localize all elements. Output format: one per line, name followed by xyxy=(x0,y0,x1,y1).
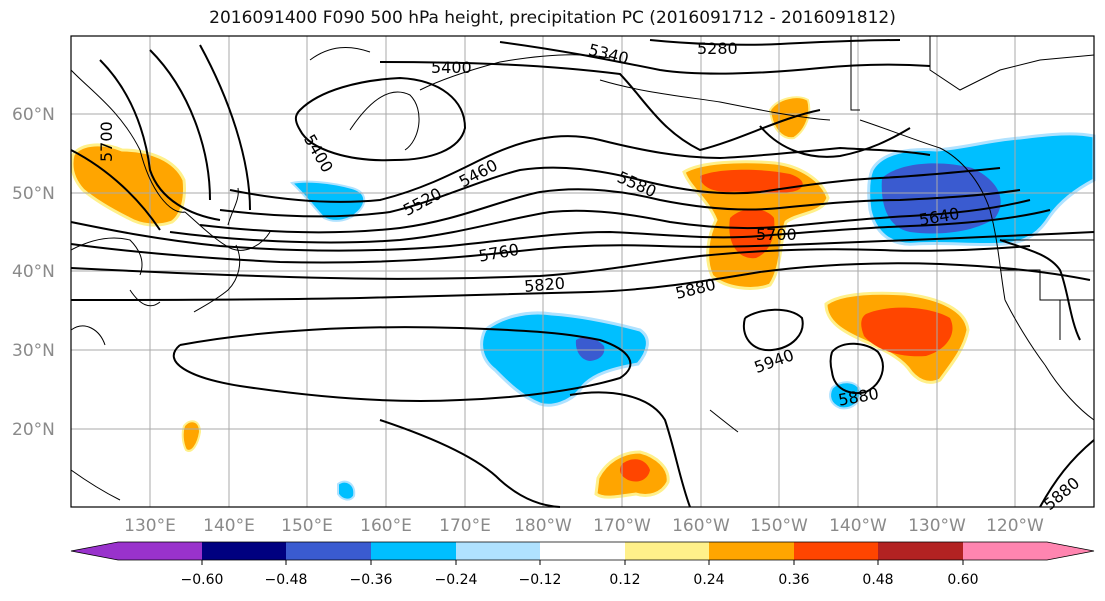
lon-label: 130°W xyxy=(908,516,966,536)
colorbar-segment xyxy=(625,542,709,560)
colorbar-segment xyxy=(286,542,371,560)
lat-label: 50°N xyxy=(12,184,55,204)
lon-label: 170°W xyxy=(593,516,651,536)
contour-5880-east xyxy=(569,391,691,508)
contour-west-trough-2 xyxy=(99,59,221,221)
contour-5520 xyxy=(219,166,1001,218)
colorbar-tick-label: −0.36 xyxy=(350,572,393,588)
colorbar-segment xyxy=(709,542,794,560)
contour-5400-north xyxy=(379,61,821,152)
lat-label: 60°N xyxy=(12,105,55,125)
contour-label: 5700 xyxy=(756,225,797,244)
precip-core-subtropical xyxy=(620,459,650,482)
lon-label: 150°W xyxy=(750,516,808,536)
colorbar-segment xyxy=(794,542,878,560)
latitude-labels: 60°N 50°N 40°N 30°N 20°N xyxy=(12,105,55,440)
contour-5340 xyxy=(499,41,931,75)
colorbar-tick-label: 0.48 xyxy=(862,572,893,588)
contour-5940-ring xyxy=(742,308,804,352)
colorbar-outline xyxy=(70,541,1095,561)
contour-west-trough-3 xyxy=(149,49,211,201)
contour-5880 xyxy=(70,262,1091,301)
colorbar-tick-label: −0.12 xyxy=(519,572,562,588)
contour-5700 xyxy=(70,209,1051,252)
colorbar-segment xyxy=(371,542,456,560)
lon-label: 170°E xyxy=(439,516,491,536)
lat-label: 30°N xyxy=(12,341,55,361)
contour-5580 xyxy=(199,188,1021,234)
colorbar-tick-label: 0.24 xyxy=(693,572,724,588)
contour-5880-south xyxy=(172,326,632,402)
contour-west-trough-4 xyxy=(199,44,251,211)
colorbar-tick-label: −0.48 xyxy=(265,572,308,588)
contour-5880-trough xyxy=(379,419,561,508)
colorbar-segment xyxy=(202,542,286,560)
colorbar-segment xyxy=(456,542,540,560)
precip-blob-small-blue xyxy=(829,381,862,410)
height-contours xyxy=(70,39,1095,508)
precip-core-east-pacific xyxy=(861,307,953,357)
precip-core-central-pacific xyxy=(575,337,605,361)
lon-label: 130°E xyxy=(124,516,176,536)
colorbar-arrow-left xyxy=(71,542,118,560)
contour-west-trough-1 xyxy=(70,149,161,231)
contour-label: 5400 xyxy=(431,58,472,77)
contour-5880-ring xyxy=(829,342,884,394)
contour-5640 xyxy=(169,199,1031,244)
precip-core-gulf-north xyxy=(700,169,803,194)
lon-label: 120°W xyxy=(986,516,1044,536)
longitude-labels: 130°E 140°E 150°E 160°E 170°E 180°W 170°… xyxy=(124,516,1044,536)
lon-label: 160°W xyxy=(672,516,730,536)
contour-label: 5700 xyxy=(97,121,116,162)
lon-label: 160°E xyxy=(360,516,412,536)
colorbar: −0.60 −0.48 −0.36 −0.24 −0.12 0.12 0.24 … xyxy=(70,541,1095,588)
precip-blob-central-pacific xyxy=(480,311,649,407)
contour-5280 xyxy=(649,39,901,46)
contour-north-pacific xyxy=(759,125,911,158)
lon-label: 180°W xyxy=(514,516,572,536)
map-title: 2016091400 F090 500 hPa height, precipit… xyxy=(209,8,896,28)
colorbar-tick-label: 0.12 xyxy=(609,572,640,588)
lat-label: 40°N xyxy=(12,262,55,282)
lon-label: 140°W xyxy=(829,516,887,536)
contour-5760 xyxy=(70,231,1095,264)
precip-blob-asia xyxy=(70,143,186,227)
contour-east-coast xyxy=(999,239,1081,341)
colorbar-segment xyxy=(878,542,963,560)
colorbar-arrow-right xyxy=(1047,542,1094,560)
colorbar-tick-label: −0.24 xyxy=(435,572,478,588)
map-panel: 5280 5340 5400 5400 5460 5520 5580 5640 … xyxy=(70,35,1096,514)
colorbar-segment xyxy=(963,542,1047,560)
precip-blob-low-blue xyxy=(337,480,356,501)
colorbar-tick-label: −0.60 xyxy=(181,572,224,588)
contour-label: 5280 xyxy=(697,39,738,58)
colorbar-segment xyxy=(540,542,625,560)
lon-label: 150°E xyxy=(281,516,333,536)
contour-5820 xyxy=(70,245,1031,280)
colorbar-segment xyxy=(118,542,202,560)
map-frame xyxy=(70,35,1095,508)
contour-5400-ring xyxy=(294,76,467,162)
lon-label: 140°E xyxy=(203,516,255,536)
contour-5880-se xyxy=(1039,439,1095,508)
contour-label: 5820 xyxy=(523,274,565,296)
colorbar-tick-label: 0.36 xyxy=(778,572,809,588)
colorbar-tick-label: 0.60 xyxy=(947,572,978,588)
contour-5460 xyxy=(229,135,931,203)
lat-label: 20°N xyxy=(12,420,55,440)
